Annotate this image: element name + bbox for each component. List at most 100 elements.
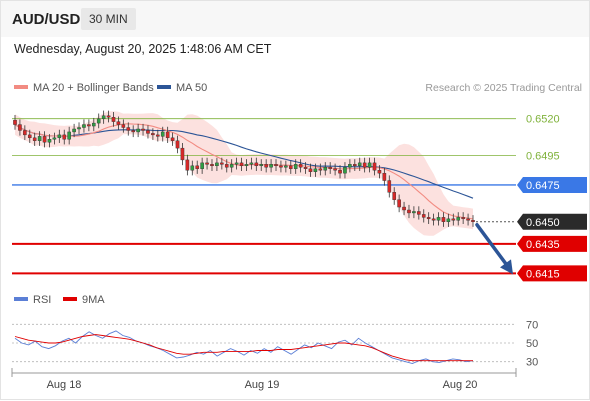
candle [220, 162, 224, 165]
candle [106, 115, 111, 118]
level-label: 0.6435 [526, 239, 560, 251]
candle [446, 218, 451, 222]
ma50-legend-label: MA 50 [176, 82, 207, 94]
ma9-legend-label: 9MA [82, 294, 105, 306]
candle [131, 130, 135, 133]
candle [165, 131, 170, 139]
timestamp: Wednesday, August 20, 2025 1:48:06 AM CE… [14, 42, 272, 56]
last-price-label: 0.6450 [526, 217, 560, 229]
candle [62, 134, 67, 140]
candle [362, 162, 367, 168]
candle [156, 134, 160, 137]
level-label: 0.6415 [526, 268, 560, 280]
candle [313, 168, 318, 172]
candle [397, 199, 401, 208]
candle [87, 124, 91, 127]
candle [151, 133, 155, 136]
level-label-bg [517, 265, 587, 282]
candle [82, 124, 86, 128]
candle [210, 164, 214, 167]
candle [170, 137, 175, 141]
candle [471, 220, 475, 222]
candle [229, 164, 234, 168]
level-label-bg [517, 176, 587, 193]
candle [111, 117, 116, 122]
candle [146, 130, 150, 134]
ma20-legend-swatch [14, 85, 28, 89]
candle [412, 211, 416, 214]
rsi-tick-label: 70 [526, 319, 538, 331]
rsi-legend-swatch [14, 297, 28, 301]
candle [323, 167, 328, 171]
candle [215, 162, 219, 167]
candle [96, 118, 101, 124]
candle [259, 164, 264, 167]
candle [456, 217, 461, 221]
candle [372, 162, 377, 171]
bollinger-band [15, 111, 473, 236]
candle [377, 170, 382, 174]
candle [239, 162, 244, 167]
candle [318, 168, 323, 171]
candle [185, 159, 190, 171]
candle [402, 206, 406, 211]
candle [254, 162, 259, 167]
candle [328, 167, 332, 169]
candle [461, 217, 465, 220]
candle [57, 134, 62, 139]
rsi-line [14, 330, 474, 364]
candle [234, 162, 239, 165]
candle [47, 139, 52, 143]
candle [417, 211, 421, 215]
ma20-line [14, 123, 474, 220]
level-label: 0.6520 [526, 114, 560, 126]
candle [136, 128, 140, 133]
candle [387, 180, 392, 193]
candle [160, 131, 165, 137]
ma50-legend-swatch [157, 85, 171, 89]
time-tick-label: Aug 20 [443, 379, 478, 391]
candle [269, 164, 273, 168]
candle [353, 164, 357, 167]
candle [141, 128, 145, 131]
candle [190, 165, 195, 171]
rsi-tick-label: 30 [526, 357, 538, 369]
instrument-title: AUD/USD [12, 11, 81, 28]
credit-label: Research © 2025 Trading Central [425, 82, 582, 94]
candle [195, 165, 200, 169]
candle [32, 137, 37, 141]
candle [23, 130, 27, 136]
candle [126, 127, 131, 131]
ma9-line [14, 334, 473, 362]
candle [42, 136, 47, 143]
candle [244, 164, 249, 167]
candle [382, 172, 387, 181]
candle [436, 217, 441, 221]
candle [284, 165, 288, 168]
candle [200, 162, 204, 169]
level-label-bg [517, 235, 587, 252]
candle [77, 127, 81, 130]
timeframe-badge[interactable]: 30 MIN [81, 8, 136, 30]
candle [52, 137, 57, 140]
candle [67, 131, 71, 140]
candle [91, 122, 96, 127]
candle [116, 121, 121, 125]
candle [18, 124, 22, 131]
candle [357, 162, 362, 167]
forecast-arrow-shaft [475, 223, 509, 268]
candle [303, 167, 308, 169]
rsi-legend-label: RSI [33, 294, 51, 306]
candle [274, 164, 278, 167]
candle [367, 162, 372, 168]
candle [348, 164, 352, 168]
candle [407, 209, 411, 214]
candle [72, 128, 76, 133]
candle [293, 164, 298, 169]
candle [249, 162, 254, 165]
candle [27, 134, 32, 139]
time-tick-label: Aug 19 [245, 379, 280, 391]
candle [13, 119, 17, 125]
